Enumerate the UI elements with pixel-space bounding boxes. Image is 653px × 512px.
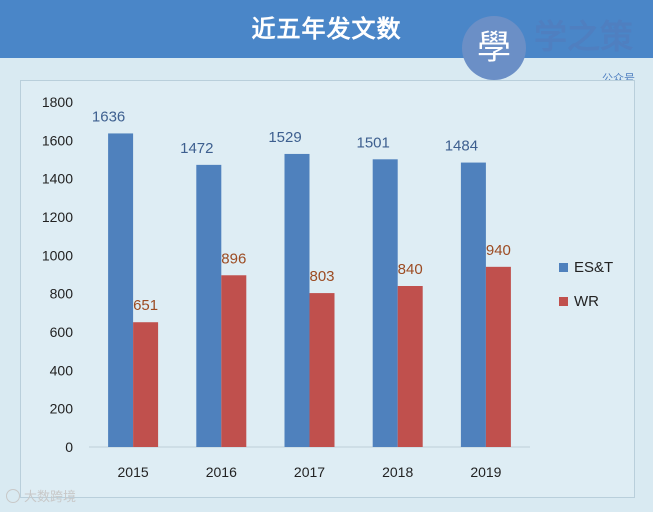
y-tick-label: 1600	[42, 132, 73, 148]
bar-wr	[397, 286, 423, 447]
bar-wr	[309, 293, 335, 447]
logo-badge-glyph: 學	[477, 28, 511, 68]
y-tick-label: 1800	[42, 94, 73, 110]
data-label: 1636	[92, 108, 125, 125]
bar-es-t	[108, 133, 134, 447]
y-tick-label: 0	[65, 439, 73, 455]
legend-swatch	[559, 297, 568, 306]
data-label: 896	[221, 250, 246, 267]
logo: 學 学之策 公众号	[462, 12, 642, 86]
y-tick-label: 1200	[42, 209, 73, 225]
y-tick-label: 600	[50, 324, 74, 340]
y-tick-label: 400	[50, 362, 74, 378]
chart-panel: 0 200 400 600 800 1000 1200 1400 1600 1800 1636 651…	[20, 80, 635, 498]
data-label: 840	[398, 261, 423, 278]
watermark: 大数跨境	[6, 486, 76, 505]
y-tick-label: 200	[50, 401, 74, 417]
legend-label: WR	[574, 293, 599, 310]
data-label: 803	[309, 268, 334, 285]
x-tick-label: 2016	[206, 464, 237, 480]
logo-badge-icon: 學	[462, 16, 526, 80]
bar-es-t	[460, 162, 486, 448]
x-tick-label: 2015	[118, 464, 149, 480]
bar-wr	[485, 266, 511, 447]
data-label: 1501	[357, 134, 390, 151]
watermark-icon	[6, 489, 20, 503]
y-tick-label: 1400	[42, 171, 73, 187]
data-label: 1472	[180, 140, 213, 157]
bar-es-t	[372, 159, 398, 447]
legend-label: ES&T	[574, 259, 613, 276]
x-tick-label: 2017	[294, 464, 325, 480]
y-tick-label: 1000	[42, 247, 73, 263]
data-label: 1529	[268, 129, 301, 146]
legend-swatch	[559, 263, 568, 272]
bar-chart: 0 200 400 600 800 1000 1200 1400 1600 1800 1636 651…	[42, 94, 613, 480]
bar-es-t	[284, 153, 310, 448]
chart-title: 近五年发文数	[251, 15, 402, 43]
title-banner	[0, 0, 653, 58]
y-tick-label: 800	[50, 286, 74, 302]
bar-es-t	[196, 164, 222, 447]
data-label: 1484	[445, 138, 478, 155]
data-label: 940	[486, 242, 511, 259]
x-tick-label: 2019	[470, 464, 501, 480]
bar-wr	[221, 275, 247, 447]
watermark-text: 大数跨境	[24, 490, 77, 505]
x-tick-label: 2018	[382, 464, 413, 480]
data-label: 651	[133, 297, 158, 314]
logo-name: 学之策	[534, 17, 633, 56]
bar-wr	[133, 322, 159, 447]
